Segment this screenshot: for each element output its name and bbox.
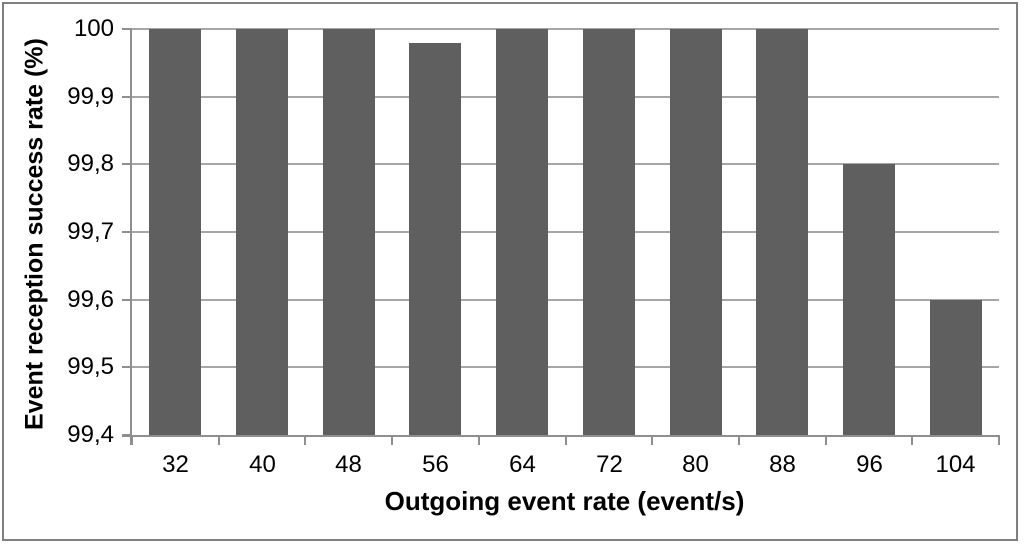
bar-80 <box>670 29 722 435</box>
x-tick-label: 56 <box>422 451 449 478</box>
y-tick-mark <box>122 299 132 301</box>
y-tick-label: 99,9 <box>67 83 114 110</box>
x-axis-title: Outgoing event rate (event/s) <box>384 486 745 516</box>
gridline <box>132 96 999 98</box>
bar-104 <box>930 300 982 435</box>
bar-40 <box>236 29 288 435</box>
x-tick-mark <box>998 435 1000 445</box>
x-tick-mark <box>565 435 567 445</box>
gridline <box>132 163 999 165</box>
y-tick-label: 99,6 <box>67 286 114 313</box>
y-tick-label: 99,7 <box>67 218 114 245</box>
gridline <box>132 28 999 30</box>
x-tick-mark <box>825 435 827 445</box>
bar-88 <box>756 29 808 435</box>
x-tick-mark <box>911 435 913 445</box>
bar-48 <box>323 29 375 435</box>
y-tick-label: 99,8 <box>67 150 114 177</box>
y-tick-label: 99,4 <box>67 421 114 448</box>
y-tick-mark <box>122 28 132 30</box>
x-tick-label: 64 <box>509 451 536 478</box>
x-tick-label: 32 <box>162 451 189 478</box>
x-tick-label: 80 <box>682 451 709 478</box>
x-tick-label: 96 <box>856 451 883 478</box>
y-tick-mark <box>122 163 132 165</box>
y-tick-label: 100 <box>73 15 114 42</box>
bar-72 <box>583 29 635 435</box>
x-tick-mark <box>651 435 653 445</box>
x-tick-mark <box>131 435 133 445</box>
x-axis-line <box>122 435 999 437</box>
x-tick-label: 40 <box>249 451 276 478</box>
x-tick-label: 48 <box>335 451 362 478</box>
x-tick-mark <box>478 435 480 445</box>
bar-96 <box>843 164 895 435</box>
x-tick-mark <box>391 435 393 445</box>
x-tick-label: 72 <box>596 451 623 478</box>
bar-64 <box>496 29 548 435</box>
y-tick-mark <box>122 96 132 98</box>
bar-56 <box>409 43 461 435</box>
y-tick-label: 99,5 <box>67 353 114 380</box>
x-tick-mark <box>738 435 740 445</box>
x-tick-mark <box>304 435 306 445</box>
x-tick-label: 88 <box>769 451 796 478</box>
gridline <box>132 366 999 368</box>
y-tick-mark <box>122 231 132 233</box>
bar-32 <box>149 29 201 435</box>
x-tick-mark <box>218 435 220 445</box>
gridline <box>132 299 999 301</box>
y-axis-line <box>130 29 132 445</box>
y-tick-mark <box>122 366 132 368</box>
bar-chart-figure: Event reception success rate (%) Outgoin… <box>2 2 1018 541</box>
x-tick-label: 104 <box>935 451 976 478</box>
gridline <box>132 231 999 233</box>
